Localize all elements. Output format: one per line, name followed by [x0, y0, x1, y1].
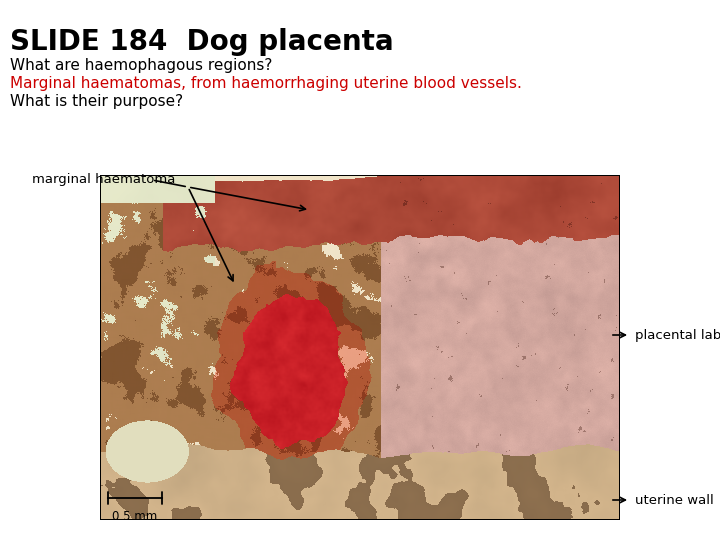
Text: uterine wall: uterine wall	[635, 494, 714, 507]
Text: What is their purpose?: What is their purpose?	[10, 94, 183, 109]
Text: SLIDE 184  Dog placenta: SLIDE 184 Dog placenta	[10, 28, 394, 56]
Text: placental labyrinth: placental labyrinth	[635, 328, 720, 341]
Text: 0.5 mm: 0.5 mm	[112, 510, 158, 523]
Text: What are haemophagous regions?: What are haemophagous regions?	[10, 58, 272, 73]
Text: marginal haematoma: marginal haematoma	[32, 173, 176, 186]
Text: Marginal haematomas, from haemorrhaging uterine blood vessels.: Marginal haematomas, from haemorrhaging …	[10, 76, 522, 91]
